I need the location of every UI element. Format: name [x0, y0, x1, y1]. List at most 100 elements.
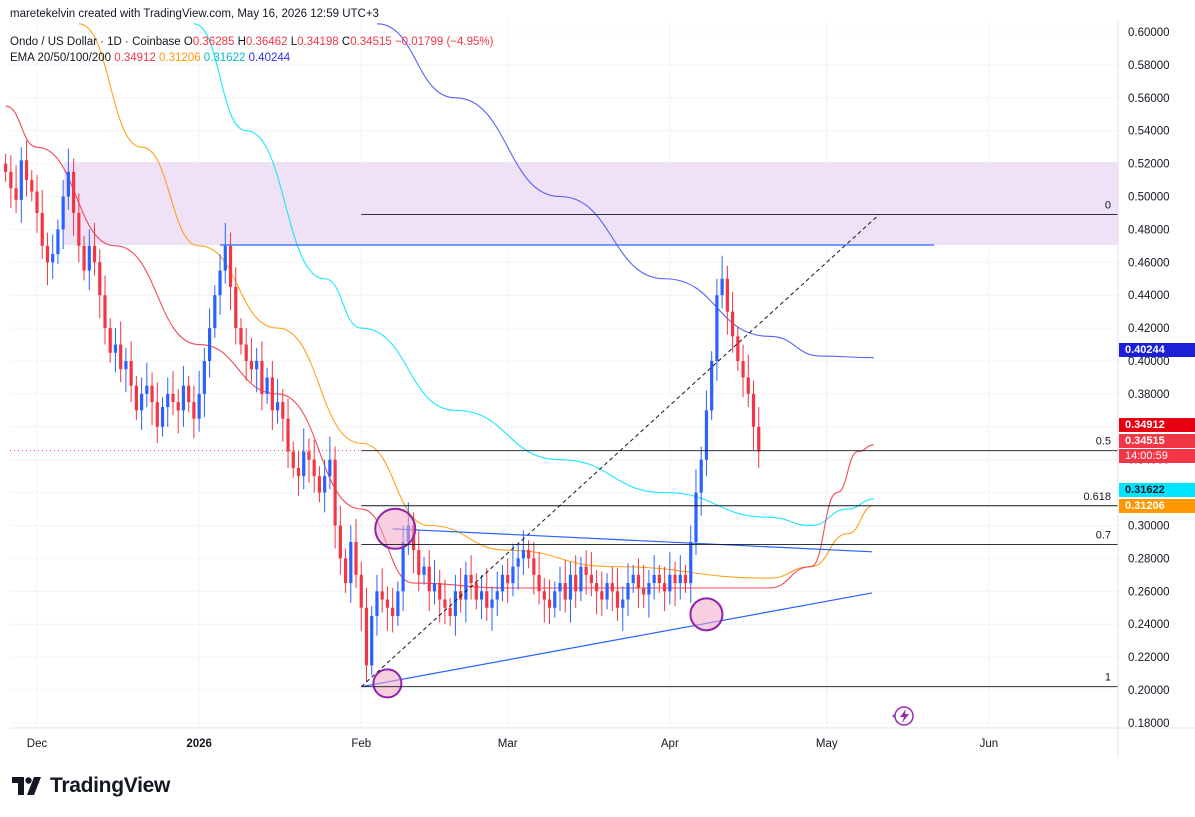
price-axis[interactable]: 0.18000 0.20000 0.22000 0.24000 0.26000 0.280…	[1128, 27, 1170, 730]
candle-down[interactable]	[312, 459, 316, 477]
candle-down[interactable]	[417, 550, 421, 575]
candle-up[interactable]	[694, 492, 698, 542]
candle-down[interactable]	[673, 574, 677, 584]
candle-down[interactable]	[443, 599, 447, 608]
candle-up[interactable]	[605, 583, 609, 600]
candle-up[interactable]	[479, 591, 484, 600]
candle-down[interactable]	[296, 467, 301, 477]
candle-up[interactable]	[626, 583, 630, 600]
candle-up[interactable]	[432, 583, 437, 592]
candle-down[interactable]	[751, 393, 756, 427]
candle-up[interactable]	[19, 160, 23, 200]
candle-up[interactable]	[66, 171, 70, 197]
candle-down[interactable]	[24, 160, 29, 181]
candle-up[interactable]	[495, 591, 499, 600]
candle-down[interactable]	[192, 402, 196, 419]
candle-down[interactable]	[14, 188, 18, 200]
candle-down[interactable]	[657, 574, 661, 584]
candle-up[interactable]	[275, 402, 280, 411]
candle-down[interactable]	[30, 180, 34, 192]
candle-down[interactable]	[270, 377, 274, 411]
candle-up[interactable]	[689, 541, 693, 584]
candle-down[interactable]	[610, 583, 614, 592]
highlight-circle[interactable]	[372, 668, 403, 699]
candle-down[interactable]	[380, 591, 384, 600]
candle-down[interactable]	[72, 171, 76, 213]
candle-down[interactable]	[746, 377, 750, 394]
candle-down[interactable]	[291, 451, 295, 468]
candle-up[interactable]	[328, 459, 332, 477]
candle-up[interactable]	[558, 583, 562, 592]
candle-up[interactable]	[710, 361, 714, 411]
candle-up[interactable]	[218, 270, 222, 296]
candle-up[interactable]	[56, 229, 60, 255]
tradingview-logo[interactable]: TradingView	[12, 774, 170, 798]
candle-down[interactable]	[129, 361, 133, 386]
candle-up[interactable]	[568, 574, 573, 600]
candle-down[interactable]	[537, 574, 541, 592]
candle-up[interactable]	[490, 599, 494, 608]
candle-down[interactable]	[176, 402, 180, 411]
candle-up[interactable]	[61, 196, 65, 230]
candle-up[interactable]	[323, 476, 327, 493]
candle-up[interactable]	[213, 295, 217, 329]
candle-up[interactable]	[631, 574, 635, 584]
candle-up[interactable]	[223, 245, 227, 271]
triangle-lower-line[interactable]	[361, 592, 873, 688]
candle-down[interactable]	[736, 336, 740, 361]
candle-down[interactable]	[354, 541, 358, 575]
candle-up[interactable]	[715, 295, 719, 361]
candle-down[interactable]	[725, 278, 729, 312]
candle-up[interactable]	[145, 385, 149, 394]
candle-down[interactable]	[338, 525, 342, 559]
candle-down[interactable]	[469, 574, 473, 584]
candle-down[interactable]	[4, 163, 8, 172]
candle-down[interactable]	[642, 588, 646, 595]
candlesticks[interactable]	[4, 140, 761, 682]
lightning-icon[interactable]	[892, 706, 914, 726]
candle-up[interactable]	[579, 566, 583, 592]
candle-up[interactable]	[521, 550, 525, 559]
candle-down[interactable]	[636, 574, 641, 589]
candle-down[interactable]	[45, 245, 50, 263]
candle-down[interactable]	[448, 607, 452, 616]
candle-down[interactable]	[317, 476, 322, 493]
candle-down[interactable]	[364, 607, 369, 666]
highlight-circle[interactable]	[689, 597, 724, 632]
candle-up[interactable]	[160, 407, 165, 427]
candle-down[interactable]	[187, 385, 191, 403]
candle-up[interactable]	[166, 393, 170, 408]
candle-down[interactable]	[485, 591, 489, 608]
candle-down[interactable]	[600, 591, 604, 600]
candle-down[interactable]	[119, 344, 123, 370]
candle-up[interactable]	[678, 574, 682, 584]
candle-up[interactable]	[140, 393, 144, 411]
candle-up[interactable]	[500, 574, 505, 592]
candle-down[interactable]	[683, 574, 688, 584]
candle-up[interactable]	[704, 410, 709, 460]
candle-down[interactable]	[249, 361, 254, 370]
candle-down[interactable]	[459, 591, 463, 600]
candle-up[interactable]	[396, 591, 400, 616]
candle-up[interactable]	[370, 615, 374, 666]
candle-up[interactable]	[207, 328, 212, 361]
candle-down[interactable]	[427, 566, 431, 592]
candle-down[interactable]	[589, 574, 593, 584]
candle-up[interactable]	[647, 583, 651, 595]
candle-up[interactable]	[375, 591, 379, 616]
candle-up[interactable]	[302, 451, 306, 477]
candle-down[interactable]	[98, 262, 102, 296]
symbol-name[interactable]: Ondo / US Dollar · 1D · Coinbase	[10, 36, 181, 48]
candle-up[interactable]	[720, 278, 724, 296]
candle-up[interactable]	[464, 574, 468, 600]
candle-down[interactable]	[730, 311, 735, 337]
candle-down[interactable]	[108, 328, 112, 353]
candle-down[interactable]	[574, 574, 578, 592]
candle-up[interactable]	[51, 254, 55, 263]
candle-down[interactable]	[663, 583, 667, 592]
candle-down[interactable]	[527, 550, 531, 559]
candle-up[interactable]	[422, 566, 426, 575]
ema-label[interactable]: EMA 20/50/100/200	[10, 52, 112, 64]
candle-down[interactable]	[103, 295, 107, 329]
